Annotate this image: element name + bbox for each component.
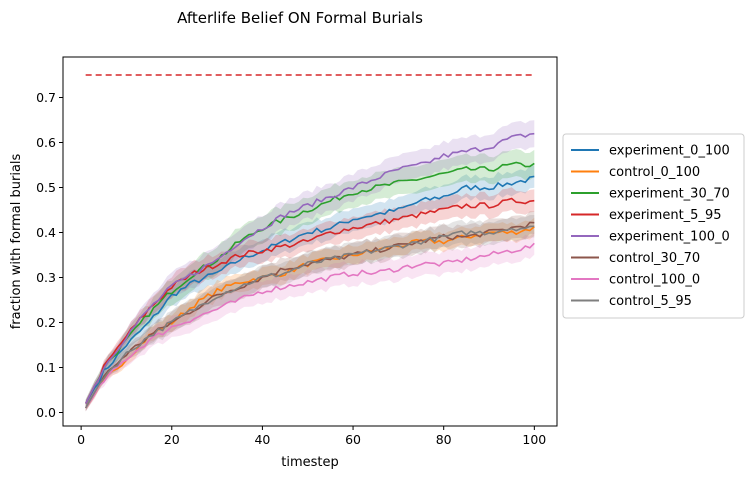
y-tick-label: 0.7: [36, 90, 56, 105]
line-experiment_30_70: [84, 161, 535, 404]
band-experiment_30_70: [85, 149, 535, 408]
line-control_30_70: [85, 221, 535, 409]
line-control_100_0: [85, 242, 535, 409]
x-tick-label: 80: [436, 432, 452, 447]
chart-title: Afterlife Belief ON Formal Burials: [177, 9, 423, 27]
line-experiment_0_100: [85, 175, 535, 404]
x-axis-label: timestep: [281, 455, 339, 470]
legend-label-control_30_70: control_30_70: [609, 251, 700, 266]
y-tick-label: 0.1: [36, 360, 56, 375]
band-control_100_0: [85, 232, 535, 412]
confidence-bands: [85, 120, 535, 412]
x-axis-ticks: 0 20 40 60 80 100: [77, 426, 546, 447]
legend-label-control_0_100: control_0_100: [609, 165, 700, 180]
line-control_5_95: [85, 225, 535, 409]
x-tick-label: 60: [345, 432, 361, 447]
legend-label-experiment_0_100: experiment_0_100: [609, 144, 730, 159]
y-tick-label: 0.0: [36, 405, 56, 420]
legend-label-control_100_0: control_100_0: [609, 273, 700, 288]
y-axis-label: fraction with formal burials: [9, 153, 24, 329]
band-control_30_70: [85, 211, 535, 412]
legend-label-experiment_30_70: experiment_30_70: [609, 187, 730, 202]
legend-label-control_5_95: control_5_95: [609, 294, 692, 309]
x-tick-label: 20: [164, 432, 180, 447]
legend: experiment_0_100 control_0_100 experiment_…: [562, 133, 745, 319]
y-tick-label: 0.4: [36, 225, 56, 240]
band-control_5_95: [85, 215, 535, 412]
x-tick-label: 40: [254, 432, 270, 447]
y-tick-label: 0.6: [36, 135, 56, 150]
series-lines: [84, 132, 535, 409]
y-tick-label: 0.5: [36, 180, 56, 195]
band-experiment_5_95: [85, 187, 535, 407]
y-tick-label: 0.3: [36, 270, 56, 285]
y-axis-ticks: 0.0 0.1 0.2 0.3 0.4 0.5 0.6 0.7: [36, 90, 63, 420]
legend-box: [562, 133, 745, 319]
x-tick-label: 0: [77, 432, 85, 447]
x-tick-label: 100: [522, 432, 546, 447]
line-experiment_100_0: [84, 132, 535, 404]
band-control_0_100: [85, 217, 535, 411]
plot-frame: [62, 56, 558, 427]
legend-label-experiment_100_0: experiment_100_0: [609, 230, 730, 245]
y-tick-label: 0.2: [36, 315, 56, 330]
legend-label-experiment_5_95: experiment_5_95: [609, 208, 721, 223]
